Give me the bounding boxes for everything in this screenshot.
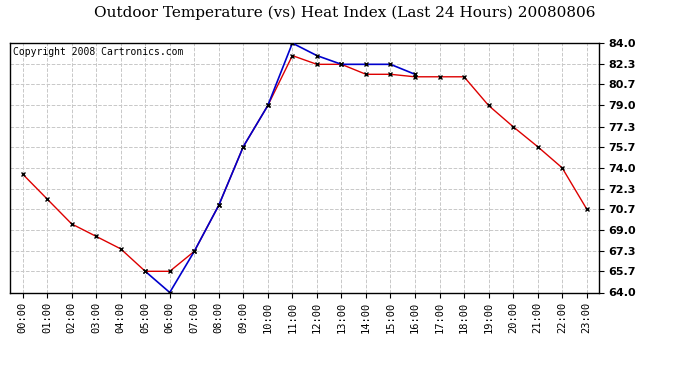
Text: Outdoor Temperature (vs) Heat Index (Last 24 Hours) 20080806: Outdoor Temperature (vs) Heat Index (Las…	[95, 6, 595, 20]
Text: Copyright 2008 Cartronics.com: Copyright 2008 Cartronics.com	[13, 47, 184, 57]
